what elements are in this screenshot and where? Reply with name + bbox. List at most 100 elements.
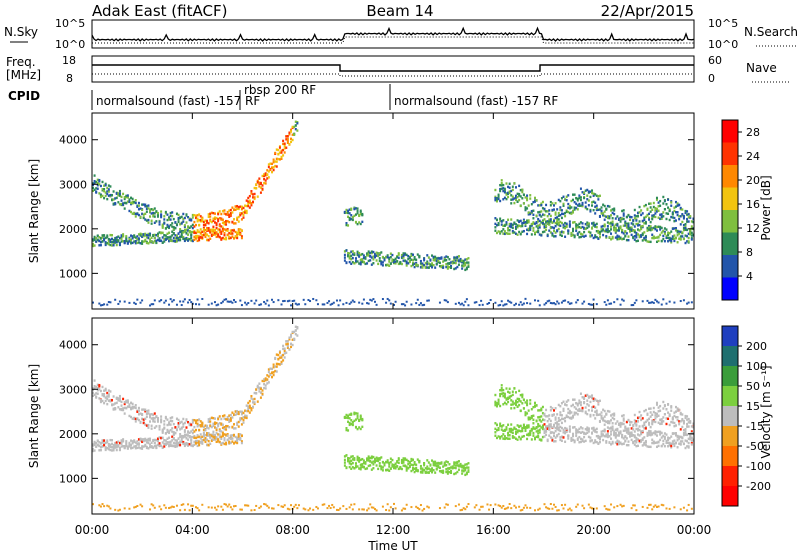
velocity-cell — [510, 507, 512, 509]
velocity-cell — [95, 396, 97, 398]
power-cell — [559, 200, 561, 202]
velocity-cell — [401, 468, 403, 470]
power-cell — [643, 219, 645, 221]
velocity-cell — [646, 414, 648, 416]
power-cell — [466, 298, 468, 300]
power-cell — [591, 304, 593, 306]
power-cell — [241, 230, 243, 232]
velocity-cell — [582, 505, 584, 507]
velocity-cell — [184, 509, 186, 511]
power-cell — [379, 257, 381, 259]
velocity-cell — [293, 506, 295, 508]
power-cell — [505, 221, 507, 223]
power-cell — [208, 304, 210, 306]
velocity-cell — [231, 508, 233, 510]
power-cell — [642, 212, 644, 214]
power-cell — [653, 302, 655, 304]
velocity-cell — [429, 464, 431, 466]
power-cell — [580, 199, 582, 201]
power-ylabel: Slant Range [km] — [27, 159, 41, 263]
power-cell — [607, 228, 609, 230]
power-cell — [544, 214, 546, 216]
velocity-cell — [531, 408, 533, 410]
velocity-cell — [502, 389, 504, 391]
velocity-cell — [309, 507, 311, 509]
velocity-cell — [100, 449, 102, 451]
power-cell — [575, 230, 577, 232]
power-cell — [162, 232, 164, 234]
power-cell — [620, 226, 622, 228]
velocity-cell — [415, 464, 417, 466]
power-cell — [572, 228, 574, 230]
power-cell — [428, 256, 430, 258]
velocity-cell — [204, 429, 206, 431]
power-cell — [255, 183, 257, 185]
velocity-cell — [208, 506, 210, 508]
velocity-cell — [635, 509, 637, 511]
velocity-cell — [159, 428, 161, 430]
power-cell — [683, 238, 685, 240]
velocity-cell — [593, 414, 595, 416]
power-cell — [553, 204, 555, 206]
colorbar-swatch — [722, 143, 738, 166]
velocity-cell — [534, 509, 536, 511]
power-cell — [187, 233, 189, 235]
power-cell — [607, 299, 609, 301]
velocity-cell — [583, 436, 585, 438]
power-cell — [182, 213, 184, 215]
power-cell — [585, 206, 587, 208]
power-cell — [616, 224, 618, 226]
velocity-cell — [650, 430, 652, 432]
power-cell — [181, 216, 183, 218]
velocity-cell — [401, 509, 403, 511]
power-cell — [296, 122, 298, 124]
power-cell — [569, 223, 571, 225]
velocity-cell — [211, 507, 213, 509]
velocity-cell — [520, 438, 522, 440]
freq-label-bot: [MHz] — [6, 68, 41, 82]
velocity-cell — [94, 449, 96, 451]
power-cell — [284, 143, 286, 145]
power-cell — [238, 220, 240, 222]
power-cell — [605, 208, 607, 210]
colorbar-swatch — [722, 210, 738, 233]
power-cell — [623, 300, 625, 302]
velocity-cell — [380, 456, 382, 458]
velocity-cell — [509, 503, 511, 505]
power-cell — [176, 304, 178, 306]
cpid-panel: CPID normalsound (fast) -157 RF rbsp 200… — [8, 83, 558, 110]
velocity-cell — [482, 506, 484, 508]
power-cell — [122, 193, 124, 195]
power-cell — [108, 188, 110, 190]
power-cell — [548, 209, 550, 211]
velocity-cell — [604, 410, 606, 412]
power-cell — [670, 230, 672, 232]
power-cell — [502, 219, 504, 221]
velocity-cell — [149, 508, 151, 510]
power-cell — [574, 221, 576, 223]
velocity-cell — [138, 442, 140, 444]
velocity-cell — [241, 442, 243, 444]
power-cell — [106, 198, 108, 200]
velocity-cell — [602, 439, 604, 441]
velocity-cell — [613, 413, 615, 415]
power-cell — [208, 235, 210, 237]
power-cell — [426, 254, 428, 256]
velocity-cell — [317, 507, 319, 509]
power-cell — [464, 301, 466, 303]
velocity-cell — [588, 430, 590, 432]
velocity-cell — [228, 504, 230, 506]
power-cell — [201, 298, 203, 300]
power-cell — [135, 199, 137, 201]
velocity-cell — [513, 387, 515, 389]
power-cell — [420, 260, 422, 262]
power-cell — [236, 237, 238, 239]
velocity-cell — [523, 407, 525, 409]
power-cell — [184, 298, 186, 300]
velocity-cell — [561, 440, 563, 442]
power-cell — [599, 216, 601, 218]
velocity-cell — [580, 401, 582, 403]
power-cell — [147, 219, 149, 221]
power-cell — [558, 302, 560, 304]
power-cell — [165, 211, 167, 213]
